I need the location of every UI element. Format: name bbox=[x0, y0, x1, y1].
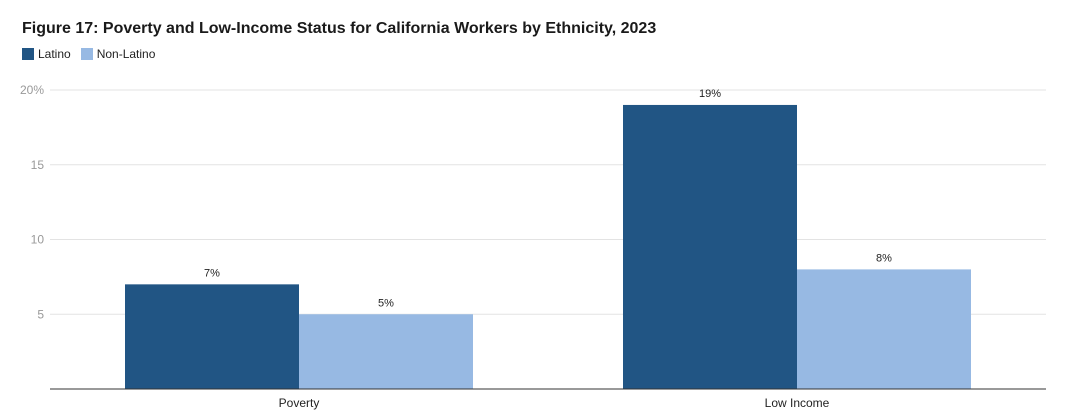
data-label: 19% bbox=[699, 88, 721, 100]
legend-label-latino: Latino bbox=[38, 47, 71, 61]
x-tick-label: Poverty bbox=[279, 396, 320, 410]
legend: Latino Non-Latino bbox=[22, 47, 165, 61]
bar-non-latino-low-income bbox=[797, 269, 971, 389]
chart-title: Figure 17: Poverty and Low-Income Status… bbox=[22, 20, 657, 37]
legend-item-latino: Latino bbox=[22, 47, 71, 61]
bar-latino-low-income bbox=[623, 104, 797, 389]
x-tick-label: Low Income bbox=[765, 396, 830, 410]
bar-latino-poverty bbox=[125, 284, 299, 389]
y-tick-label: 20% bbox=[20, 83, 44, 97]
data-label: 5% bbox=[378, 297, 394, 309]
legend-item-non-latino: Non-Latino bbox=[80, 47, 156, 61]
data-label: 7% bbox=[204, 267, 220, 279]
y-tick-label: 5 bbox=[37, 307, 44, 321]
legend-swatch-latino bbox=[22, 48, 34, 60]
y-tick-label: 10 bbox=[31, 233, 45, 247]
legend-label-non-latino: Non-Latino bbox=[96, 47, 156, 61]
bar-non-latino-poverty bbox=[299, 314, 473, 389]
legend-swatch-non-latino bbox=[80, 48, 93, 60]
data-label: 8% bbox=[876, 252, 892, 264]
y-tick-label: 15 bbox=[31, 158, 45, 172]
